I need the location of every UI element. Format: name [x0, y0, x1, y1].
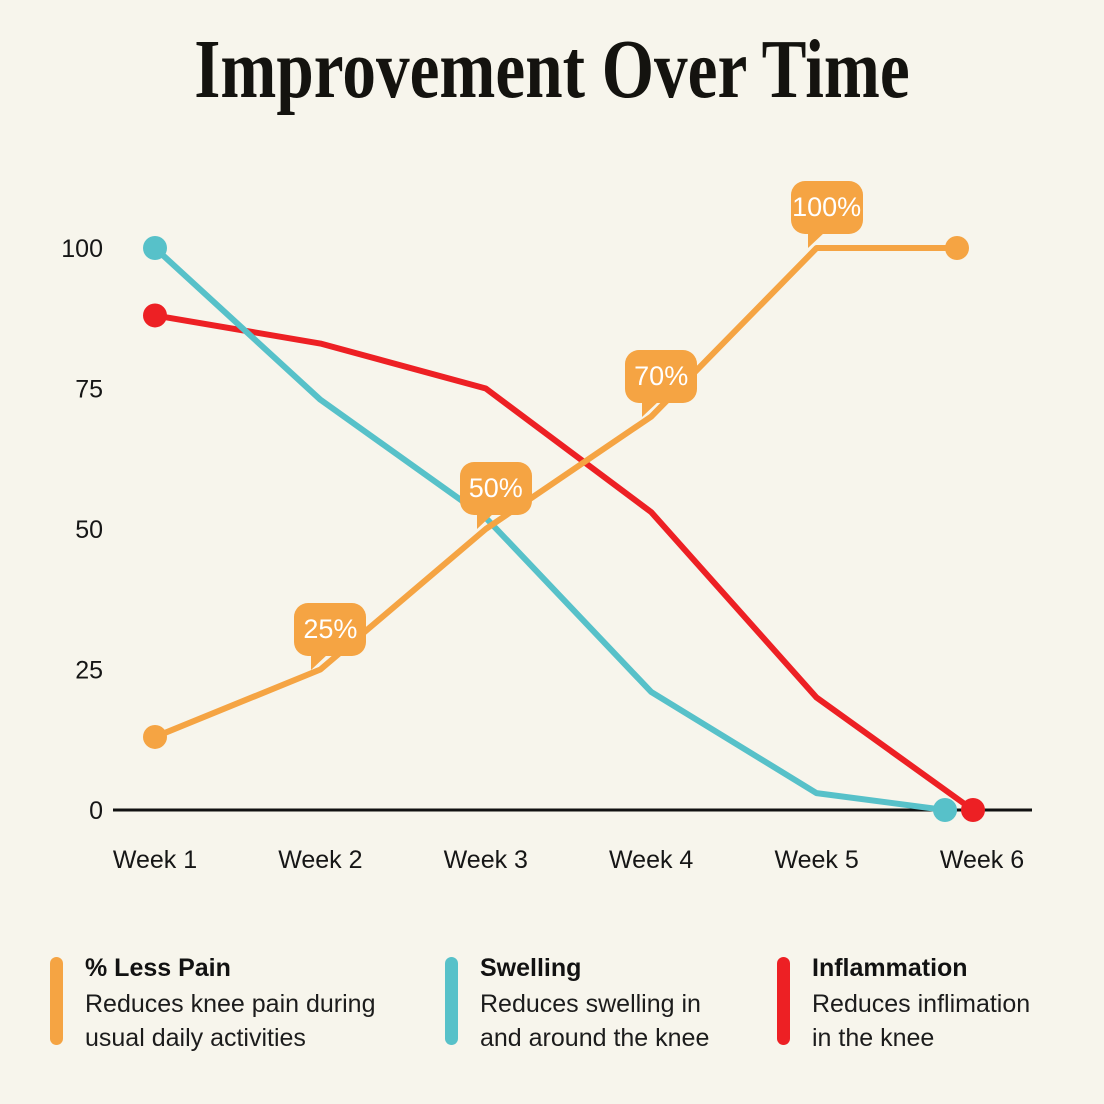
legend: % Less Pain Reduces knee pain during usu…: [0, 952, 1104, 1072]
legend-item-less-pain: % Less Pain Reduces knee pain during usu…: [50, 952, 375, 1056]
y-tick-label-0: 0: [89, 797, 103, 825]
data-label-badge-100pct: 100%: [790, 181, 863, 248]
series-line-swelling: [152, 245, 948, 813]
legend-desc-line: Reduces swelling in: [480, 989, 701, 1018]
series-line-less-pain: [152, 245, 960, 740]
data-label-badge-25pct: 25%: [294, 602, 367, 670]
x-tick-label-week-5: Week 5: [774, 846, 858, 874]
legend-item-swelling: Swelling Reduces swelling in and around …: [445, 952, 709, 1056]
x-tick-label-week-4: Week 4: [609, 846, 693, 874]
x-tick-label-week-1: Week 1: [113, 846, 197, 874]
data-label-text: 25%: [303, 613, 358, 644]
legend-swatch-less-pain: [50, 957, 63, 1045]
x-tick-label-week-2: Week 2: [278, 846, 362, 874]
legend-item-inflammation: Inflammation Reduces inflimation in the …: [777, 952, 1030, 1056]
chart-title: Improvement Over Time: [194, 23, 910, 116]
series-line-inflammation: [152, 312, 976, 813]
y-tick-label-50: 50: [75, 516, 103, 544]
y-tick-label-100: 100: [61, 235, 103, 263]
y-tick-label-25: 25: [75, 657, 103, 685]
legend-heading-less-pain: % Less Pain: [85, 954, 231, 982]
legend-desc-swelling: Reduces swelling in and around the knee: [480, 987, 709, 1056]
legend-heading-swelling: Swelling: [480, 954, 582, 982]
series-dot-inflammation-start: [143, 303, 167, 328]
legend-desc-less-pain: Reduces knee pain during usual daily act…: [85, 987, 375, 1056]
legend-desc-line: usual daily activities: [85, 1024, 306, 1052]
series-dot-swelling-start: [143, 236, 167, 260]
data-label-text: 70%: [634, 360, 689, 391]
data-label-text: 50%: [468, 473, 523, 503]
legend-desc-inflammation: Reduces inflimation in the knee: [812, 987, 1030, 1056]
legend-swatch-inflammation: [777, 957, 790, 1045]
series-dot-less-pain-end: [945, 236, 969, 260]
legend-desc-line: and around the knee: [480, 1024, 710, 1052]
series-dot-swelling-end: [933, 798, 957, 822]
x-tick-label-week-6: Week 6: [940, 846, 1024, 874]
legend-swatch-swelling: [445, 957, 458, 1045]
legend-text-swelling: Swelling Reduces swelling in and around …: [480, 952, 709, 1056]
series-dot-less-pain-start: [143, 724, 167, 749]
legend-desc-line: Reduces knee pain during: [85, 989, 376, 1018]
series-dot-inflammation-end: [961, 798, 985, 822]
x-tick-label-week-3: Week 3: [444, 846, 528, 874]
legend-text-inflammation: Inflammation Reduces inflimation in the …: [812, 952, 1030, 1056]
legend-desc-line: in the knee: [812, 1024, 935, 1052]
data-label-badge-70pct: 70%: [625, 349, 698, 417]
y-tick-label-75: 75: [75, 376, 103, 404]
legend-heading-inflammation: Inflammation: [812, 954, 968, 982]
legend-desc-line: Reduces inflimation: [812, 989, 1031, 1018]
data-label-text: 100%: [792, 192, 862, 222]
legend-text-less-pain: % Less Pain Reduces knee pain during usu…: [85, 952, 375, 1056]
data-label-badge-50pct: 50%: [459, 462, 532, 529]
